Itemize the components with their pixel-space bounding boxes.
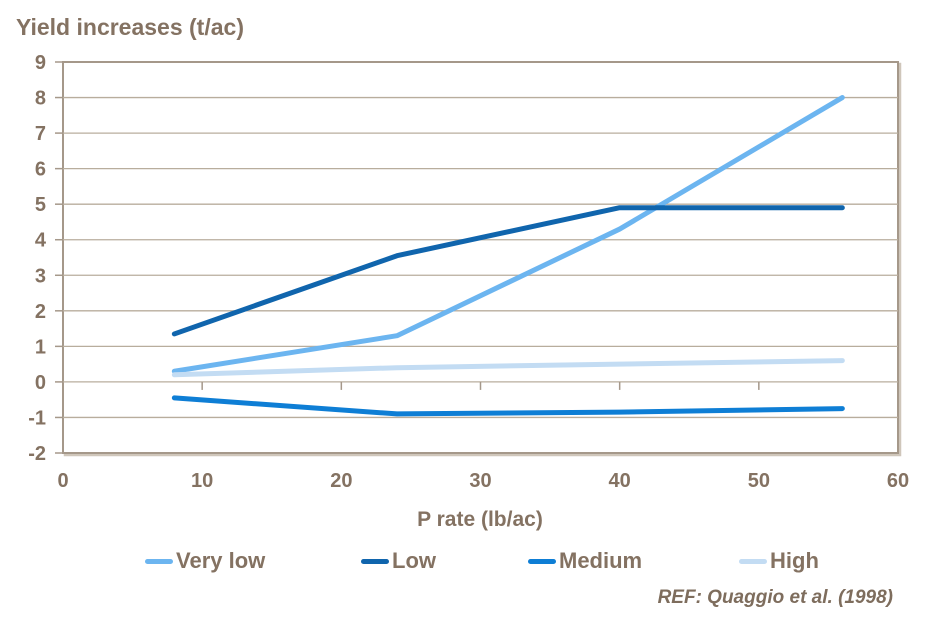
series-line-low [171,205,845,337]
plot-dynamic-layer: -2 -1 0 1 2 3 4 5 6 7 8 9 0 10 20 30 40 50 60 [28,52,909,492]
legend-item-high: High [739,548,819,574]
legend-label-high: High [770,548,819,573]
x-tick-label-40: 40 [609,470,631,492]
series-line-very-low [171,95,845,374]
legend-label-medium: Medium [559,548,643,573]
legend-item-low: Low [361,548,436,574]
y-tick-label-7: 7 [35,123,46,145]
legend-label-very-low: Very low [176,548,266,573]
y-tick-label-5: 5 [35,194,46,216]
plot-border [62,61,899,454]
legend-item-medium: Medium [528,548,642,574]
x-tick-label-60: 60 [887,470,909,492]
legend-swatch-low [361,558,389,564]
y-tick-label-3: 3 [35,265,46,287]
chart-title: Yield increases (t/ac) [16,14,244,40]
legend-swatch-very-low [145,558,173,564]
x-axis-title: P rate (lb/ac) [417,508,543,531]
legend-swatch-medium [528,558,556,564]
x-tick-label-50: 50 [748,470,770,492]
series-line-medium [171,395,845,417]
y-tick-label-8: 8 [35,88,46,110]
y-tick-label-6: 6 [35,159,46,181]
legend: Very low Low Medium High [0,548,930,574]
y-tick-label--2: -2 [28,443,46,465]
x-tick-label-0: 0 [57,470,68,492]
x-tick-label-10: 10 [191,470,213,492]
legend-label-low: Low [392,548,436,573]
y-tick-label-4: 4 [35,230,47,252]
plot-area: -2 -1 0 1 2 3 4 5 6 7 8 9 0 10 20 30 40 50 60 P rate (lb/a… [28,52,909,531]
y-tick-label-9: 9 [35,52,46,74]
y-tick-label-1: 1 [35,336,46,358]
y-tick-label--1: -1 [28,407,46,429]
reference-citation: REF: Quaggio et al. (1998) [657,587,893,608]
legend-item-very-low: Very low [145,548,265,574]
legend-swatch-high [739,558,767,564]
x-tick-label-20: 20 [330,470,352,492]
series-line-high [171,358,845,378]
x-tick-label-30: 30 [469,470,491,492]
y-tick-label-2: 2 [35,301,46,323]
y-tick-label-0: 0 [35,372,46,394]
